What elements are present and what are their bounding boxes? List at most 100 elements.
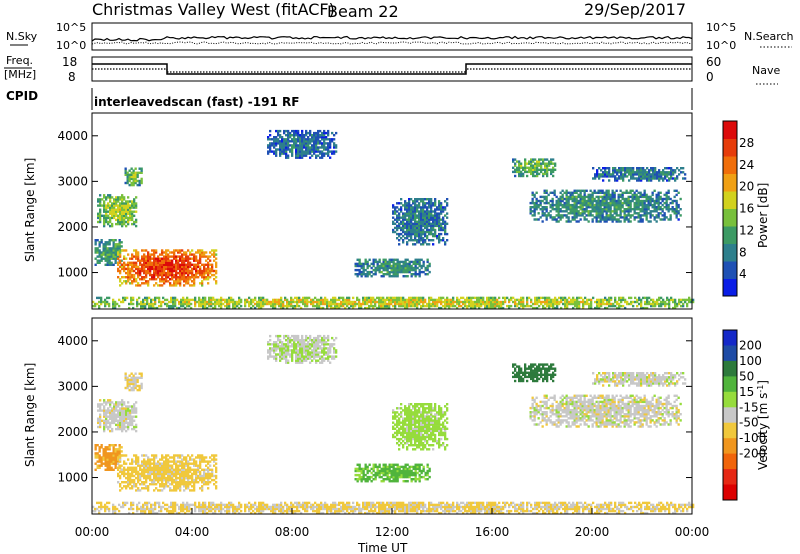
data-cell bbox=[657, 216, 660, 219]
y-tick-label: 4000 bbox=[57, 129, 88, 143]
data-cell bbox=[150, 300, 153, 304]
data-cell bbox=[593, 216, 596, 219]
data-cell bbox=[386, 302, 389, 306]
data-cell bbox=[596, 171, 599, 174]
data-cell bbox=[94, 251, 97, 254]
data-cell bbox=[514, 298, 517, 302]
data-cell bbox=[663, 218, 666, 221]
data-cell bbox=[197, 249, 200, 252]
data-cell bbox=[207, 278, 210, 281]
data-cell bbox=[573, 189, 576, 192]
data-cell bbox=[553, 216, 556, 219]
data-cell bbox=[163, 456, 166, 459]
data-cell bbox=[165, 280, 168, 283]
data-cell bbox=[368, 304, 371, 308]
data-cell bbox=[620, 300, 623, 304]
data-cell bbox=[663, 206, 666, 209]
data-cell bbox=[394, 262, 397, 266]
data-cell bbox=[161, 267, 164, 271]
data-cell bbox=[398, 268, 401, 272]
data-cell bbox=[104, 452, 107, 455]
data-cell bbox=[552, 166, 555, 169]
data-cell bbox=[129, 214, 132, 217]
data-cell bbox=[154, 300, 157, 304]
data-cell bbox=[130, 171, 133, 174]
data-cell bbox=[102, 452, 105, 455]
data-cell bbox=[94, 454, 97, 457]
data-cell bbox=[171, 474, 174, 478]
data-cell bbox=[438, 234, 441, 238]
data-cell bbox=[163, 485, 166, 488]
data-cell bbox=[183, 265, 186, 269]
data-cell bbox=[139, 478, 142, 482]
y-tick-label: 3000 bbox=[57, 174, 88, 188]
data-cell bbox=[155, 462, 158, 465]
data-cell bbox=[642, 175, 645, 178]
data-cell bbox=[117, 263, 120, 266]
data-cell bbox=[426, 202, 429, 205]
data-cell bbox=[302, 302, 305, 306]
data-cell bbox=[129, 466, 132, 469]
data-cell bbox=[585, 210, 588, 213]
data-cell bbox=[332, 296, 335, 300]
data-cell bbox=[167, 273, 170, 277]
data-cell bbox=[382, 306, 385, 310]
data-cell bbox=[354, 268, 357, 272]
data-cell bbox=[135, 202, 138, 205]
data-cell bbox=[546, 162, 549, 165]
data-cell bbox=[146, 300, 149, 304]
data-cell bbox=[330, 306, 333, 310]
data-cell bbox=[621, 197, 624, 201]
data-cell bbox=[139, 464, 142, 467]
data-cell bbox=[530, 298, 533, 302]
data-cell bbox=[199, 269, 202, 273]
data-cell bbox=[149, 476, 152, 480]
data-cell bbox=[576, 306, 579, 310]
cpid-text: interleavedscan (fast) -191 RF bbox=[94, 95, 299, 109]
data-cell bbox=[275, 129, 278, 133]
data-cell bbox=[575, 191, 578, 194]
data-cell bbox=[108, 452, 111, 455]
data-cell bbox=[133, 263, 136, 266]
data-cell bbox=[606, 173, 609, 176]
data-cell bbox=[639, 208, 642, 211]
data-cell bbox=[544, 162, 547, 165]
data-cell bbox=[675, 208, 678, 211]
data-cell bbox=[631, 199, 634, 203]
data-cell bbox=[258, 302, 261, 306]
data-cell bbox=[110, 452, 113, 455]
data-cell bbox=[103, 196, 106, 199]
data-cell bbox=[408, 304, 411, 308]
data-cell bbox=[599, 212, 602, 215]
data-cell bbox=[195, 470, 198, 474]
data-cell bbox=[390, 266, 393, 270]
data-cell bbox=[189, 253, 192, 256]
data-cell bbox=[300, 298, 303, 302]
data-cell bbox=[422, 224, 425, 228]
data-cell bbox=[416, 220, 419, 223]
data-cell bbox=[165, 476, 168, 480]
data-cell bbox=[114, 458, 117, 461]
data-cell bbox=[531, 201, 534, 205]
data-cell bbox=[430, 224, 433, 228]
data-cell bbox=[559, 191, 562, 194]
data-cell bbox=[608, 304, 611, 308]
data-cell bbox=[126, 177, 129, 181]
data-cell bbox=[98, 261, 101, 264]
data-cell bbox=[157, 276, 160, 279]
data-cell bbox=[110, 239, 113, 242]
data-cell bbox=[406, 304, 409, 308]
data-cell bbox=[618, 175, 621, 178]
data-cell bbox=[273, 146, 276, 149]
data-cell bbox=[172, 298, 175, 302]
data-cell bbox=[665, 206, 668, 209]
data-cell bbox=[112, 255, 115, 258]
data-cell bbox=[307, 136, 310, 139]
data-cell bbox=[446, 204, 449, 207]
data-cell bbox=[151, 249, 154, 252]
data-cell bbox=[100, 302, 103, 306]
data-cell bbox=[650, 304, 653, 308]
data-cell bbox=[288, 302, 291, 306]
data-cell bbox=[589, 193, 592, 197]
data-cell bbox=[676, 302, 679, 306]
